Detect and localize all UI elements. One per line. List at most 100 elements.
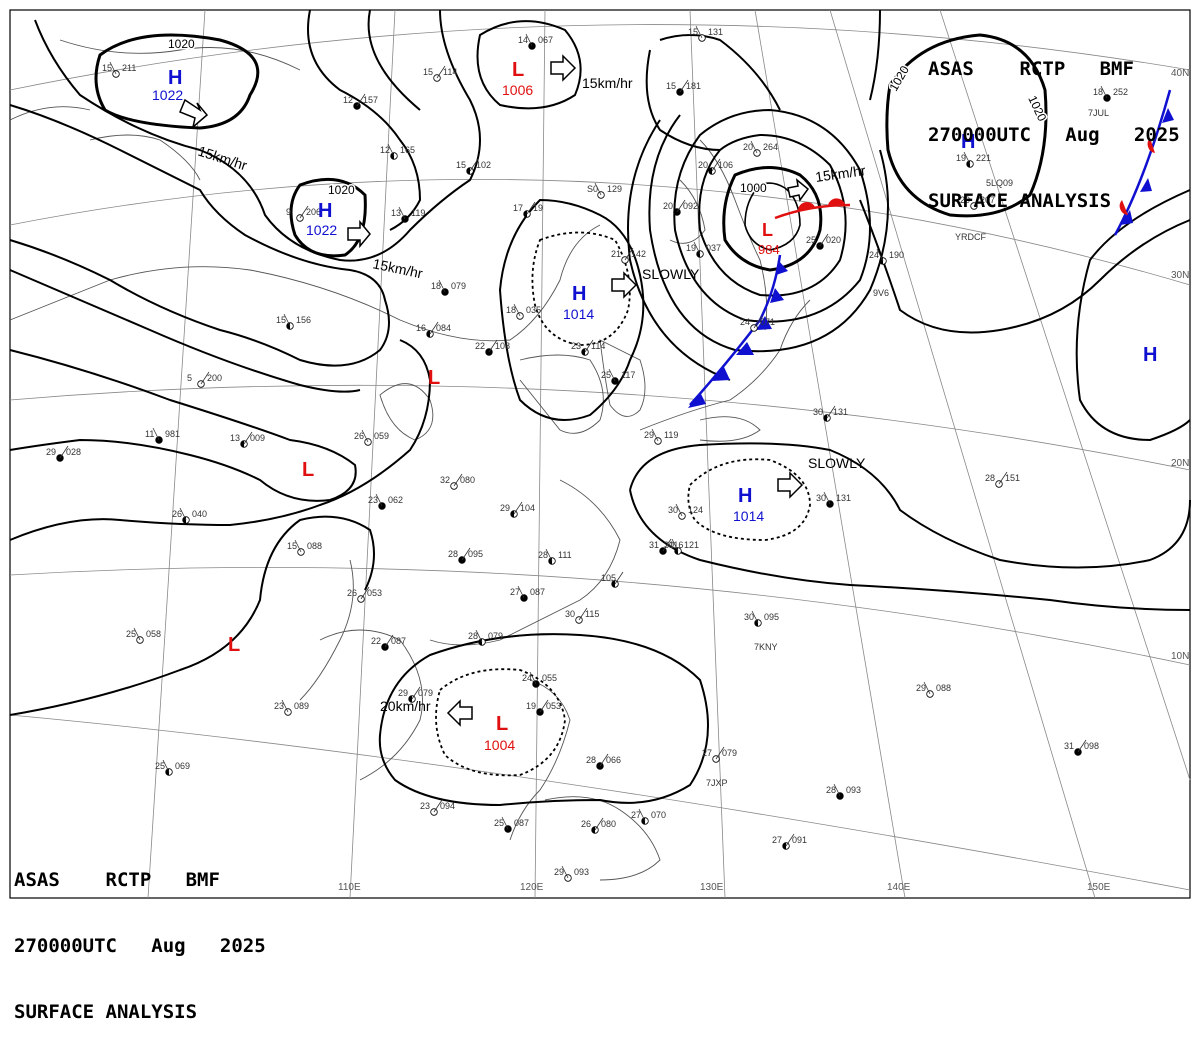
station-pressure: 080 bbox=[601, 819, 616, 829]
wind-barb bbox=[819, 233, 829, 247]
station-temperature: 26 bbox=[172, 509, 182, 519]
wind-barb bbox=[599, 753, 609, 767]
station-plot: 27 079 bbox=[702, 746, 737, 763]
station-plot: 27 087 bbox=[510, 585, 545, 602]
wind-barb bbox=[614, 571, 624, 585]
latitude-labels: 40N 30N 20N 10N bbox=[1171, 68, 1189, 662]
station-temperature: 17 bbox=[513, 203, 523, 213]
station-temperature: 20 bbox=[698, 160, 708, 170]
station-pressure: 114 bbox=[443, 67, 457, 77]
station-pressure: 131 bbox=[836, 493, 851, 503]
station-plot: 15 181 bbox=[666, 79, 701, 96]
wind-barb bbox=[384, 634, 394, 648]
station-temperature: 30 bbox=[816, 493, 826, 503]
station-pressure: 028 bbox=[66, 447, 81, 457]
lon-label: 150E bbox=[1087, 882, 1111, 893]
station-plot: 29 028 bbox=[46, 445, 81, 462]
station-pressure: 116 bbox=[669, 540, 683, 550]
wind-barb bbox=[676, 199, 686, 213]
wind-barb bbox=[998, 471, 1008, 485]
wind-barb bbox=[281, 699, 289, 713]
station-temperature: 28 bbox=[538, 550, 548, 560]
station-temperature: 23 bbox=[420, 801, 430, 811]
station-temperature: 15 bbox=[276, 315, 286, 325]
station-plot: 13 119 bbox=[391, 206, 425, 223]
station-plot: 20 207 bbox=[960, 193, 995, 210]
station-temperature: 5 bbox=[187, 373, 192, 383]
station-pressure: 092 bbox=[683, 201, 698, 211]
station-temperature: 15 bbox=[102, 63, 112, 73]
isobars bbox=[9, 9, 1191, 807]
station-plot: 29 093 bbox=[554, 865, 589, 882]
wind-barb bbox=[675, 503, 683, 517]
lat-label: 10N bbox=[1171, 651, 1189, 662]
map-frame bbox=[9, 9, 1191, 899]
station-temperature: 25 bbox=[601, 370, 611, 380]
station-temperature: 13 bbox=[230, 433, 240, 443]
lat-label: 20N bbox=[1171, 458, 1189, 469]
high-center-value: 1014 bbox=[733, 508, 764, 524]
station-plot: 26 080 bbox=[581, 817, 616, 834]
station-temperature: 32 bbox=[440, 475, 450, 485]
wind-barb bbox=[823, 491, 831, 505]
station-temperature: 25 bbox=[155, 761, 165, 771]
header-top-line2: 270000UTC Aug 2025 bbox=[928, 124, 1180, 146]
station-plot: 19 053 bbox=[526, 699, 561, 716]
station-temperature: 27 bbox=[631, 810, 641, 820]
station-temperature: 27 bbox=[702, 748, 712, 758]
station-temperature: 28 bbox=[826, 785, 836, 795]
station-temperature: 30 bbox=[664, 540, 674, 550]
isobar-label: 1000 bbox=[740, 181, 767, 195]
warm-front bbox=[774, 198, 851, 220]
wind-barb bbox=[594, 182, 602, 196]
wind-barb bbox=[753, 315, 763, 329]
ship-code: 9V6 bbox=[873, 288, 889, 298]
station-pressure: 114 bbox=[591, 341, 605, 351]
lon-label: 120E bbox=[520, 882, 544, 893]
movement-label: 15km/hr bbox=[582, 75, 633, 91]
station-pressure: 117 bbox=[621, 370, 635, 380]
lon-label: 140E bbox=[887, 882, 911, 893]
station-plot: 12 157 bbox=[343, 93, 378, 110]
station-plot: 22 087 bbox=[371, 634, 406, 651]
station-plot: 29 119 bbox=[644, 428, 678, 445]
station-pressure: 104 bbox=[520, 503, 535, 513]
station-pressure: 981 bbox=[165, 429, 180, 439]
wind-barb bbox=[162, 759, 170, 773]
lat-label: 30N bbox=[1171, 270, 1189, 281]
station-plot: 23 094 bbox=[420, 799, 455, 816]
high-center-letter: H bbox=[961, 131, 975, 153]
ship-code: 5LQ09 bbox=[986, 178, 1013, 188]
wind-barb bbox=[529, 671, 537, 685]
station-pressure: 142 bbox=[631, 249, 646, 259]
wind-barb bbox=[711, 158, 721, 172]
station-temperature: 26 bbox=[581, 819, 591, 829]
station-temperature: 24 bbox=[869, 250, 879, 260]
wind-barb bbox=[923, 681, 931, 695]
station-plot: 29 088 bbox=[916, 681, 951, 698]
station-plot: 25 020 bbox=[806, 233, 841, 250]
station-plot: 15 088 bbox=[287, 539, 322, 556]
station-temperature: 31 bbox=[649, 540, 659, 550]
station-temperature: 31 bbox=[1064, 741, 1074, 751]
station-pressure: 102 bbox=[476, 160, 491, 170]
wind-barb bbox=[109, 61, 117, 75]
station-pressure: 151 bbox=[1005, 473, 1020, 483]
station-plot: 27 070 bbox=[631, 808, 666, 825]
station-plot: 25 087 bbox=[494, 816, 529, 833]
station-pressure: 131 bbox=[833, 407, 848, 417]
station-temperature: 20 bbox=[663, 201, 673, 211]
movement-labels: 15km/hr 15km/hr 15km/hr SLOWLY 15km/hr S… bbox=[196, 75, 867, 714]
station-temperature: 21 bbox=[611, 249, 621, 259]
station-plot: 28 066 bbox=[586, 753, 621, 770]
movement-arrows bbox=[179, 54, 810, 727]
station-pressure: 098 bbox=[1084, 741, 1099, 751]
low-center-letter: L bbox=[228, 634, 240, 656]
high-center-letter: H bbox=[738, 485, 752, 507]
station-plot: 17 19 bbox=[513, 201, 543, 218]
station-temperature: 16 bbox=[416, 323, 426, 333]
station-plot: 20 106 bbox=[698, 158, 733, 175]
station-pressure: 062 bbox=[388, 495, 403, 505]
station-plot: 30 124 bbox=[668, 503, 703, 520]
wind-barb bbox=[294, 539, 302, 553]
